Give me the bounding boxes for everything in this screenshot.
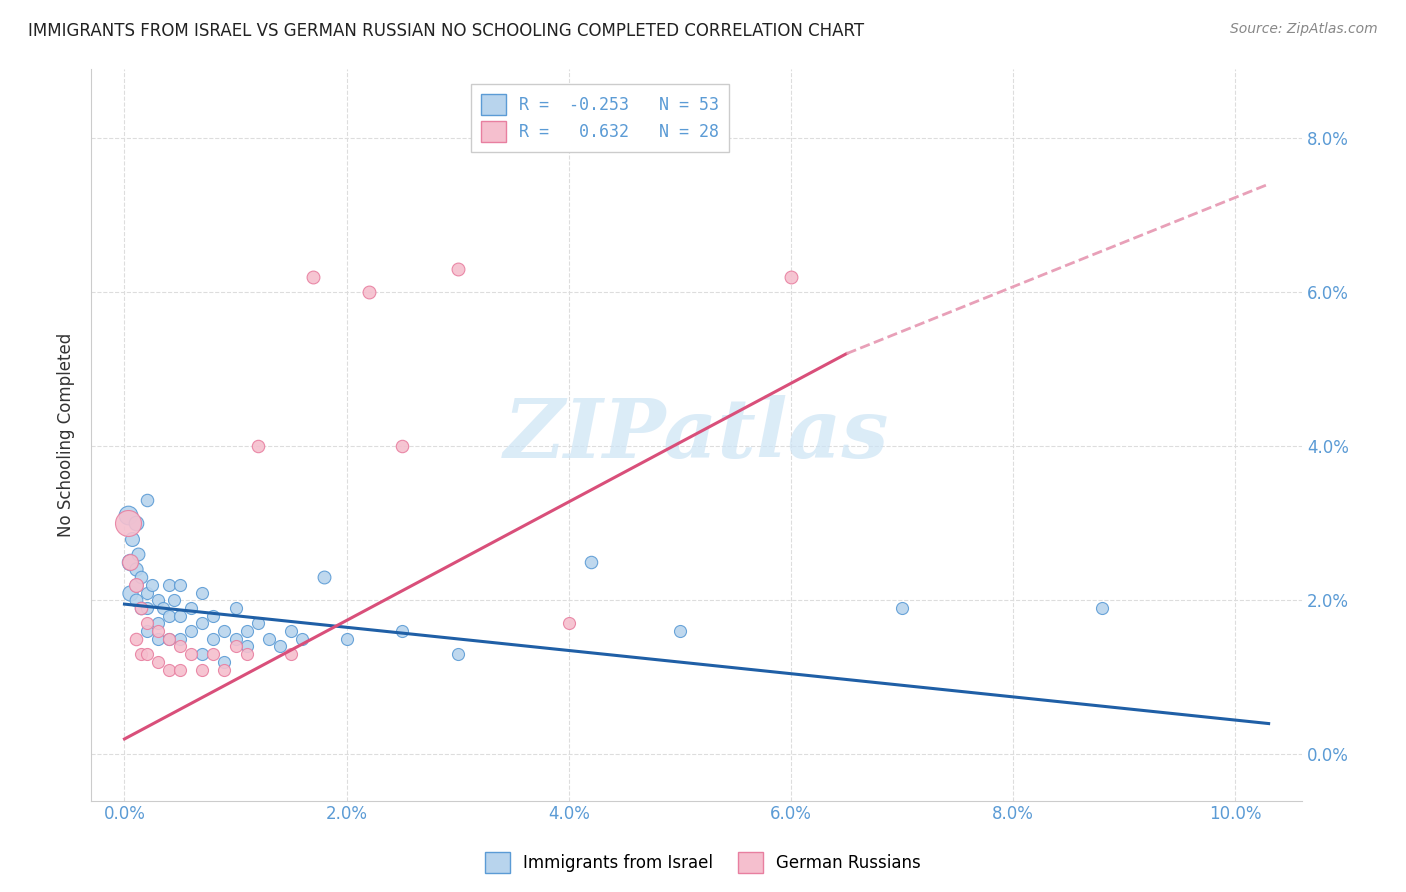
Point bbox=[129, 647, 152, 661]
Point bbox=[235, 624, 257, 638]
Point bbox=[146, 632, 169, 646]
Point bbox=[235, 647, 257, 661]
Text: Source: ZipAtlas.com: Source: ZipAtlas.com bbox=[1230, 22, 1378, 37]
Point bbox=[202, 647, 225, 661]
Point bbox=[447, 261, 470, 276]
Point bbox=[135, 616, 157, 631]
Point bbox=[225, 640, 247, 654]
Point bbox=[157, 632, 180, 646]
Text: IMMIGRANTS FROM ISRAEL VS GERMAN RUSSIAN NO SCHOOLING COMPLETED CORRELATION CHAR: IMMIGRANTS FROM ISRAEL VS GERMAN RUSSIAN… bbox=[28, 22, 865, 40]
Point bbox=[169, 578, 191, 592]
Point bbox=[124, 578, 146, 592]
Point bbox=[357, 285, 380, 299]
Point bbox=[121, 532, 143, 546]
Point bbox=[225, 632, 247, 646]
Point bbox=[191, 616, 214, 631]
Point bbox=[214, 655, 236, 669]
Point bbox=[180, 647, 202, 661]
Point bbox=[235, 640, 257, 654]
Point bbox=[135, 647, 157, 661]
Point bbox=[169, 640, 191, 654]
Point bbox=[135, 493, 157, 508]
Point bbox=[169, 663, 191, 677]
Point bbox=[558, 616, 581, 631]
Point bbox=[191, 647, 214, 661]
Point bbox=[202, 608, 225, 623]
Point bbox=[180, 601, 202, 615]
Point bbox=[135, 585, 157, 599]
Point bbox=[124, 593, 146, 607]
Point bbox=[269, 640, 291, 654]
Point bbox=[129, 601, 152, 615]
Point bbox=[780, 269, 803, 284]
Point bbox=[246, 439, 269, 453]
Point bbox=[225, 601, 247, 615]
Text: ZIPatlas: ZIPatlas bbox=[503, 394, 890, 475]
Point bbox=[191, 585, 214, 599]
Point bbox=[579, 555, 602, 569]
Point bbox=[157, 608, 180, 623]
Point bbox=[669, 624, 692, 638]
Point bbox=[146, 624, 169, 638]
Point bbox=[280, 624, 302, 638]
Point bbox=[891, 601, 914, 615]
Point bbox=[157, 663, 180, 677]
Point bbox=[141, 578, 163, 592]
Point bbox=[391, 624, 413, 638]
Point bbox=[135, 624, 157, 638]
Point bbox=[180, 624, 202, 638]
Point bbox=[124, 516, 146, 531]
Point bbox=[169, 608, 191, 623]
Point bbox=[246, 616, 269, 631]
Point bbox=[127, 547, 149, 561]
Point bbox=[447, 647, 470, 661]
Point bbox=[391, 439, 413, 453]
Legend: Immigrants from Israel, German Russians: Immigrants from Israel, German Russians bbox=[478, 846, 928, 880]
Point bbox=[157, 632, 180, 646]
Point bbox=[157, 578, 180, 592]
Point bbox=[152, 601, 174, 615]
Point bbox=[135, 601, 157, 615]
Point bbox=[124, 632, 146, 646]
Point bbox=[124, 578, 146, 592]
Point bbox=[129, 601, 152, 615]
Point bbox=[124, 562, 146, 576]
Point bbox=[118, 555, 141, 569]
Point bbox=[191, 663, 214, 677]
Y-axis label: No Schooling Completed: No Schooling Completed bbox=[58, 333, 75, 537]
Point bbox=[146, 616, 169, 631]
Point bbox=[163, 593, 186, 607]
Point bbox=[314, 570, 336, 584]
Point bbox=[146, 655, 169, 669]
Point bbox=[257, 632, 280, 646]
Point bbox=[202, 632, 225, 646]
Point bbox=[302, 269, 325, 284]
Point bbox=[214, 663, 236, 677]
Point bbox=[117, 516, 139, 531]
Point bbox=[336, 632, 359, 646]
Point bbox=[117, 508, 139, 523]
Point bbox=[280, 647, 302, 661]
Legend: R =  -0.253   N = 53, R =   0.632   N = 28: R = -0.253 N = 53, R = 0.632 N = 28 bbox=[471, 84, 728, 152]
Point bbox=[169, 632, 191, 646]
Point bbox=[214, 624, 236, 638]
Point bbox=[291, 632, 314, 646]
Point bbox=[118, 555, 141, 569]
Point bbox=[129, 570, 152, 584]
Point bbox=[118, 585, 141, 599]
Point bbox=[1091, 601, 1114, 615]
Point bbox=[146, 593, 169, 607]
